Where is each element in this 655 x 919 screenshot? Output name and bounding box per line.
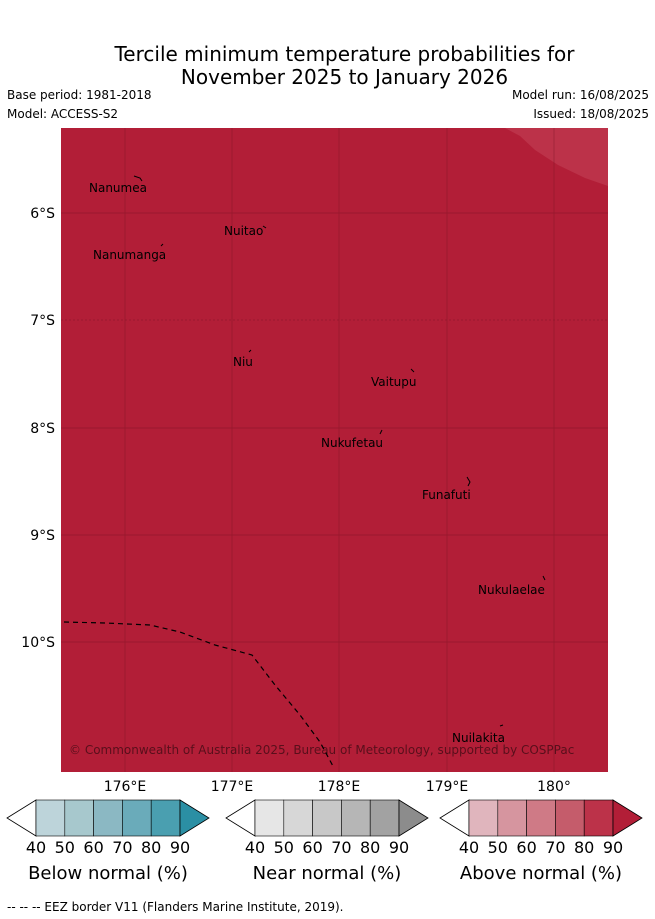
lon-label-178e: 178°E [318, 779, 361, 795]
above-normal-colorbar [439, 799, 643, 837]
below-normal-tick-label: 90 [169, 838, 191, 857]
below-normal-colorbar [6, 799, 210, 837]
below-normal-tick-label: 60 [83, 838, 104, 857]
below-normal-tick-label: 80 [141, 838, 162, 857]
above-normal-colorbar-segment [555, 799, 585, 837]
place-label-niu: Niu [233, 355, 253, 369]
above-normal-colorbar-segment [526, 799, 556, 837]
lat-label-6s: 6°S [30, 206, 55, 222]
below-normal-colorbar-high-extension [179, 799, 210, 837]
near-normal-tick-label: 60 [302, 838, 323, 857]
above-normal-colorbar-segment [583, 799, 614, 837]
near-normal-tick-label: 90 [388, 838, 410, 857]
near-normal-colorbar-label: Near normal (%) [252, 863, 402, 884]
above-normal-colorbar-label: Above normal (%) [459, 863, 623, 884]
eez-border [63, 621, 335, 769]
below-normal-colorbar-label: Below normal (%) [28, 863, 188, 884]
gridlines [61, 128, 608, 772]
lon-label-177e: 177°E [211, 779, 254, 795]
near-normal-colorbar-segment [283, 799, 313, 837]
title-line-1: Tercile minimum temperature probabilitie… [114, 42, 575, 66]
below-normal-colorbar-segment [35, 799, 66, 837]
near-normal-tick-label: 50 [273, 838, 294, 857]
below-normal-colorbar-segment [150, 799, 181, 837]
near-normal-colorbar-low-extension [225, 799, 256, 837]
above-normal-tick-label: 90 [602, 838, 624, 857]
issued-date: Issued: 18/08/2025 [533, 107, 649, 121]
map-background [61, 128, 608, 772]
lat-label-9s: 9°S [30, 528, 55, 544]
near-normal-colorbar-segment [341, 799, 371, 837]
place-label-nukulaelae: Nukulaelae [478, 583, 545, 597]
above-normal-tick-label: 70 [545, 838, 566, 857]
near-normal-tick-label: 40 [244, 838, 266, 857]
below-normal-colorbar-segment [64, 799, 94, 837]
place-label-nukufetau: Nukufetau [321, 436, 383, 450]
above-normal-colorbar-segment [468, 799, 499, 837]
near-normal-tick-label: 70 [331, 838, 352, 857]
copyright-notice: © Commonwealth of Australia 2025, Bureau… [69, 743, 574, 757]
place-label-nuitao: Nuitao [224, 224, 263, 238]
model-run: Model run: 16/08/2025 [511, 88, 649, 102]
near-normal-colorbar-segment [312, 799, 342, 837]
place-label-nuilakita: Nuilakita [452, 731, 505, 745]
lon-label-176e: 176°E [104, 779, 147, 795]
below-normal-tick-label: 50 [54, 838, 75, 857]
lat-label-8s: 8°S [30, 421, 55, 437]
near-normal-tick-label: 80 [360, 838, 381, 857]
place-label-funafuti: Funafuti [422, 488, 471, 502]
base-period: Base period: 1981-2018 [7, 88, 152, 102]
below-normal-colorbar-low-extension [6, 799, 37, 837]
islands [133, 175, 546, 727]
below-normal-colorbar-segment [93, 799, 123, 837]
map-corner-shade [505, 128, 608, 186]
place-label-vaitupu: Vaitupu [371, 375, 417, 389]
eez-border-footnote: -- -- -- EEZ border V11 (Flanders Marine… [7, 900, 344, 914]
above-normal-tick-label: 50 [487, 838, 508, 857]
above-normal-colorbar-high-extension [612, 799, 643, 837]
above-normal-tick-label: 60 [516, 838, 537, 857]
above-normal-tick-label: 40 [458, 838, 480, 857]
near-normal-colorbar-segment [254, 799, 285, 837]
place-label-nanumanga: Nanumanga [93, 248, 166, 262]
above-normal-colorbar-low-extension [439, 799, 470, 837]
lon-label-180: 180° [537, 779, 571, 795]
below-normal-tick-label: 40 [25, 838, 47, 857]
near-normal-colorbar-high-extension [398, 799, 429, 837]
above-normal-tick-label: 80 [574, 838, 595, 857]
above-normal-colorbar-segment [497, 799, 527, 837]
lat-label-10s: 10°S [21, 635, 55, 651]
lon-label-179e: 179°E [426, 779, 469, 795]
near-normal-colorbar-segment [369, 799, 400, 837]
lat-label-7s: 7°S [30, 313, 55, 329]
place-label-nanumea: Nanumea [89, 181, 147, 195]
title-line-2: November 2025 to January 2026 [180, 65, 509, 89]
below-normal-colorbar-segment [122, 799, 152, 837]
model-name: Model: ACCESS-S2 [7, 107, 119, 121]
below-normal-tick-label: 70 [112, 838, 133, 857]
colorbars [6, 799, 643, 837]
near-normal-colorbar [225, 799, 429, 837]
